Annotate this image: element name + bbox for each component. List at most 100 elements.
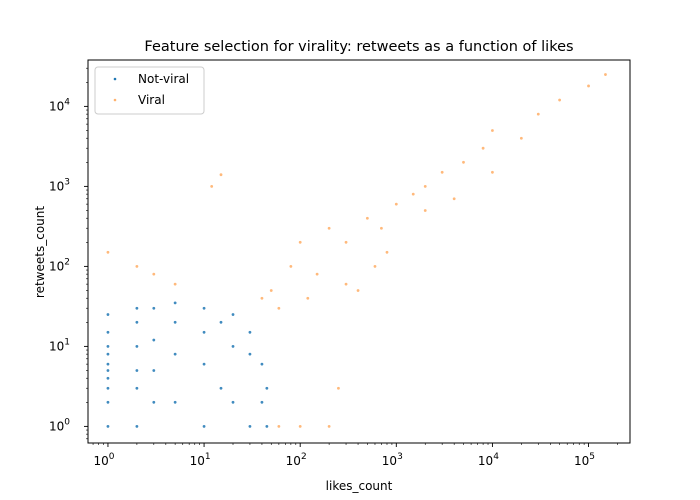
point-not-viral: [202, 330, 206, 334]
point-viral: [298, 424, 302, 428]
point-not-viral: [135, 386, 139, 390]
point-not-viral: [106, 362, 110, 366]
point-not-viral: [135, 344, 139, 348]
point-viral: [135, 264, 139, 268]
point-viral: [365, 216, 369, 220]
point-not-viral: [260, 400, 264, 404]
point-viral: [394, 202, 398, 206]
x-tick-label: 103: [382, 452, 403, 468]
point-not-viral: [106, 330, 110, 334]
point-not-viral: [265, 424, 269, 428]
point-not-viral: [219, 320, 223, 324]
point-not-viral: [265, 386, 269, 390]
y-tick-label: 100: [49, 417, 70, 433]
point-viral: [173, 282, 177, 286]
x-axis-label: likes_count: [326, 479, 393, 493]
point-not-viral: [152, 338, 156, 342]
point-viral: [337, 386, 340, 390]
point-not-viral: [135, 306, 139, 310]
point-viral: [210, 184, 214, 188]
point-viral: [106, 250, 110, 254]
series-viral: [106, 73, 607, 428]
legend: Not-viral Viral: [94, 66, 205, 115]
point-not-viral: [248, 352, 252, 356]
point-viral: [423, 184, 427, 188]
point-viral: [344, 240, 348, 244]
point-not-viral: [202, 306, 206, 310]
point-viral: [481, 146, 485, 150]
legend-marker-not-viral: [113, 77, 117, 81]
chart-title: Feature selection for virality: retweets…: [144, 39, 573, 55]
point-not-viral: [231, 313, 235, 316]
point-not-viral: [202, 362, 206, 366]
legend-label-viral: Viral: [138, 93, 165, 107]
point-viral: [519, 136, 523, 140]
point-viral: [152, 272, 156, 276]
point-not-viral: [106, 400, 110, 404]
legend-box: [94, 66, 205, 115]
point-not-viral: [248, 424, 252, 428]
point-not-viral: [231, 400, 235, 404]
point-viral: [327, 226, 331, 230]
x-tick-label: 101: [190, 452, 211, 468]
point-not-viral: [106, 386, 110, 390]
y-tick-label: 104: [49, 97, 70, 113]
series-not-viral: [106, 301, 269, 428]
point-viral: [277, 424, 281, 428]
plot-frame: [87, 59, 631, 444]
point-not-viral: [135, 424, 139, 428]
x-tick-label: 102: [286, 452, 307, 468]
point-viral: [385, 250, 389, 254]
y-tick-label: 103: [49, 177, 70, 193]
point-not-viral: [135, 369, 139, 372]
points-layer: [106, 73, 607, 428]
point-viral: [277, 306, 281, 310]
point-viral: [219, 173, 223, 177]
point-not-viral: [152, 306, 156, 310]
point-viral: [604, 73, 607, 76]
point-viral: [327, 424, 331, 428]
point-not-viral: [152, 369, 156, 372]
legend-label-not-viral: Not-viral: [138, 72, 189, 86]
legend-marker-viral: [113, 98, 117, 102]
point-not-viral: [173, 400, 177, 404]
point-viral: [269, 289, 273, 292]
point-viral: [260, 296, 264, 300]
point-viral: [491, 170, 494, 174]
point-not-viral: [173, 352, 177, 356]
point-viral: [344, 282, 348, 286]
point-not-viral: [135, 320, 139, 324]
point-not-viral: [152, 400, 156, 404]
y-tick-label: 101: [49, 337, 70, 353]
point-not-viral: [106, 352, 110, 356]
point-not-viral: [173, 320, 177, 324]
point-not-viral: [248, 330, 252, 334]
point-not-viral: [219, 386, 223, 390]
point-viral: [315, 272, 319, 276]
point-not-viral: [106, 344, 110, 348]
point-viral: [536, 112, 540, 116]
x-tick-label: 100: [93, 452, 114, 468]
ticks-layer: 100 101 102 103 104 105 100 101 102 103 104: [49, 67, 618, 468]
x-tick-label: 105: [574, 452, 595, 468]
point-viral: [289, 264, 293, 268]
point-not-viral: [106, 424, 110, 428]
point-viral: [380, 226, 383, 230]
y-tick-label: 102: [49, 257, 70, 273]
point-viral: [462, 160, 465, 164]
point-not-viral: [106, 313, 110, 316]
point-viral: [306, 296, 310, 300]
point-not-viral: [173, 301, 177, 305]
point-not-viral: [202, 424, 206, 428]
point-viral: [452, 197, 456, 201]
point-viral: [411, 192, 415, 196]
point-viral: [356, 289, 360, 292]
point-viral: [491, 129, 494, 132]
point-viral: [587, 84, 590, 88]
point-not-viral: [106, 369, 110, 372]
y-axis-label: retweets_count: [33, 206, 47, 298]
point-not-viral: [106, 376, 110, 380]
point-viral: [373, 264, 377, 268]
